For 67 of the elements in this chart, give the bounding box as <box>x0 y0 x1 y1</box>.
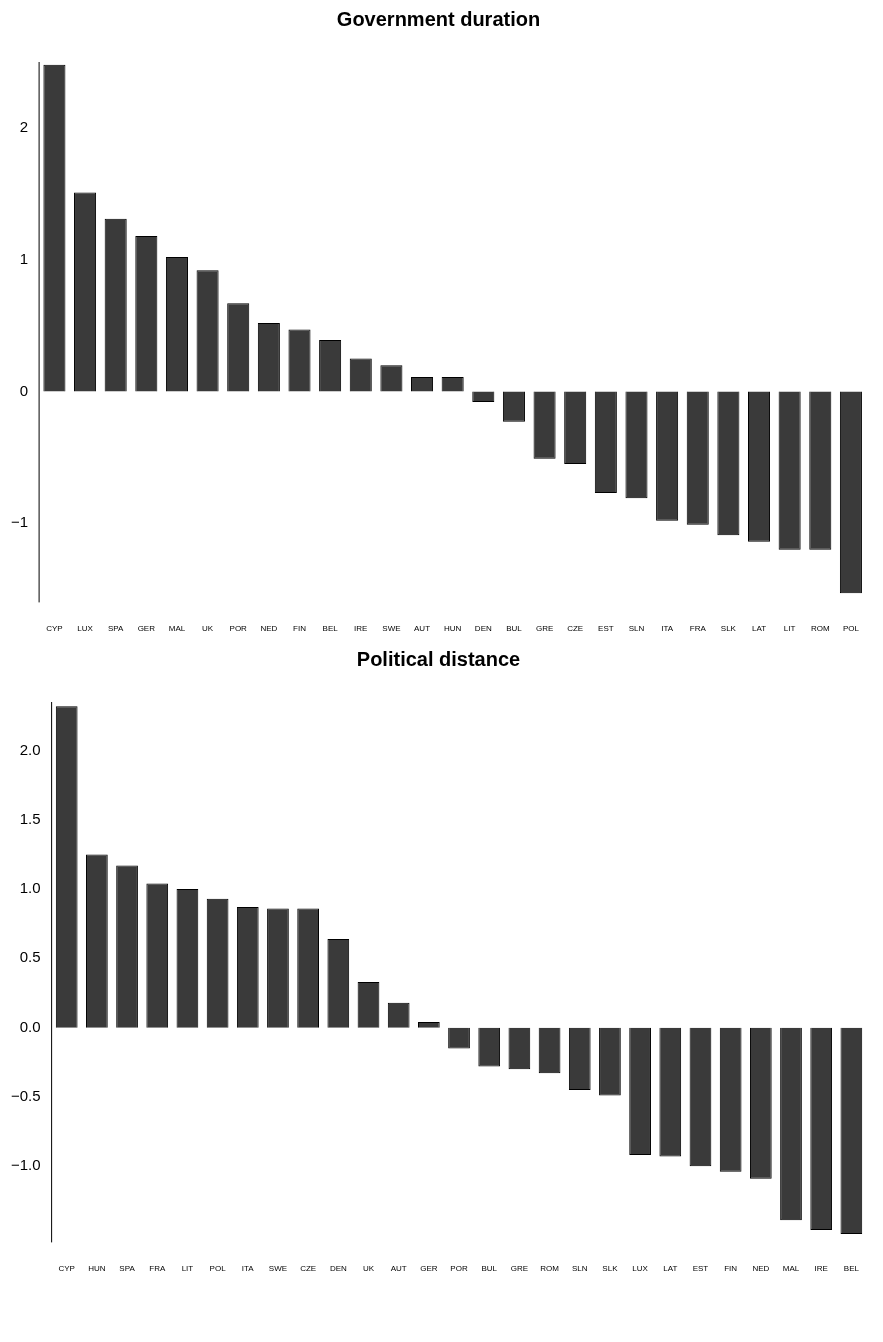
x-tick-label: EST <box>598 624 614 634</box>
x-tick-label: CYP <box>58 1264 75 1274</box>
x-tick-label: UK <box>362 1264 375 1274</box>
x-tick-label: GRE <box>510 1264 529 1274</box>
y-tick-label: 2.0 <box>19 740 41 758</box>
x-tick-label: ROM <box>540 1264 560 1274</box>
x-tick-label: FRA <box>149 1264 166 1274</box>
x-tick-label: SLK <box>720 624 737 634</box>
x-tick-label: AUT <box>390 1264 407 1274</box>
x-tick-label: CZE <box>300 1264 317 1274</box>
y-tick-label: −1.0 <box>10 1156 41 1174</box>
x-tick-label: HUN <box>88 1264 106 1274</box>
x-tick-label: UK <box>202 624 214 634</box>
y-tick-label: −0.5 <box>10 1087 41 1105</box>
x-tick-label: FIN <box>724 1264 738 1274</box>
y-tick-label: 1 <box>19 249 29 267</box>
x-tick-label: CZE <box>567 624 584 634</box>
x-tick-label: POR <box>229 624 248 634</box>
x-tick-label: LAT <box>751 624 767 634</box>
x-tick-label: IRE <box>814 1264 828 1274</box>
x-tick-label: GER <box>137 624 156 634</box>
x-tick-label: EST <box>692 1264 709 1274</box>
x-tick-label: BEL <box>843 1264 860 1274</box>
x-tick-label: SPA <box>107 624 125 634</box>
x-tick-label: CYP <box>46 624 63 634</box>
x-tick-label: BUL <box>506 624 523 634</box>
x-tick-label: HUN <box>444 624 462 634</box>
x-tick-label: LUX <box>632 1264 649 1274</box>
chart-title: Government duration <box>336 7 541 30</box>
y-tick-label: 0.0 <box>19 1017 41 1035</box>
x-tick-label: ITA <box>661 624 674 634</box>
x-tick-label: NED <box>260 624 278 634</box>
x-tick-label: DEN <box>329 1264 347 1274</box>
x-tick-label: MAL <box>782 1264 800 1274</box>
x-tick-label: POL <box>209 1264 227 1274</box>
x-tick-label: FRA <box>689 624 707 634</box>
x-tick-label: SWE <box>382 624 401 634</box>
x-tick-label: ITA <box>241 1264 255 1274</box>
x-tick-label: SPA <box>119 1264 136 1274</box>
x-tick-label: SLN <box>571 1264 588 1274</box>
x-tick-label: SLK <box>602 1264 619 1274</box>
x-tick-label: LIT <box>783 624 796 634</box>
x-tick-label: LAT <box>663 1264 678 1274</box>
x-tick-label: LIT <box>181 1264 194 1274</box>
x-tick-label: GER <box>420 1264 438 1274</box>
x-tick-label: IRE <box>354 624 368 634</box>
y-tick-label: 0 <box>19 381 29 399</box>
x-tick-label: MAL <box>168 624 186 634</box>
x-tick-label: LUX <box>77 624 94 634</box>
x-tick-label: GRE <box>535 624 554 634</box>
y-tick-label: 0.5 <box>19 948 41 966</box>
x-tick-label: SLN <box>628 624 645 634</box>
x-tick-label: DEN <box>474 624 492 634</box>
x-tick-label: POL <box>842 624 860 634</box>
y-tick-label: 1.0 <box>19 879 41 897</box>
chart-title: Political distance <box>356 647 521 670</box>
x-tick-label: SWE <box>268 1264 288 1274</box>
y-tick-label: 2 <box>19 118 29 136</box>
x-tick-label: FIN <box>293 624 307 634</box>
x-tick-label: ROM <box>810 624 830 634</box>
x-tick-label: POR <box>450 1264 468 1274</box>
x-tick-label: BEL <box>322 624 339 634</box>
x-tick-label: NED <box>752 1264 770 1274</box>
y-tick-label: 1.5 <box>19 809 41 827</box>
x-tick-label: AUT <box>414 624 431 634</box>
x-tick-label: BUL <box>481 1264 498 1274</box>
y-tick-label: −1 <box>10 513 29 531</box>
